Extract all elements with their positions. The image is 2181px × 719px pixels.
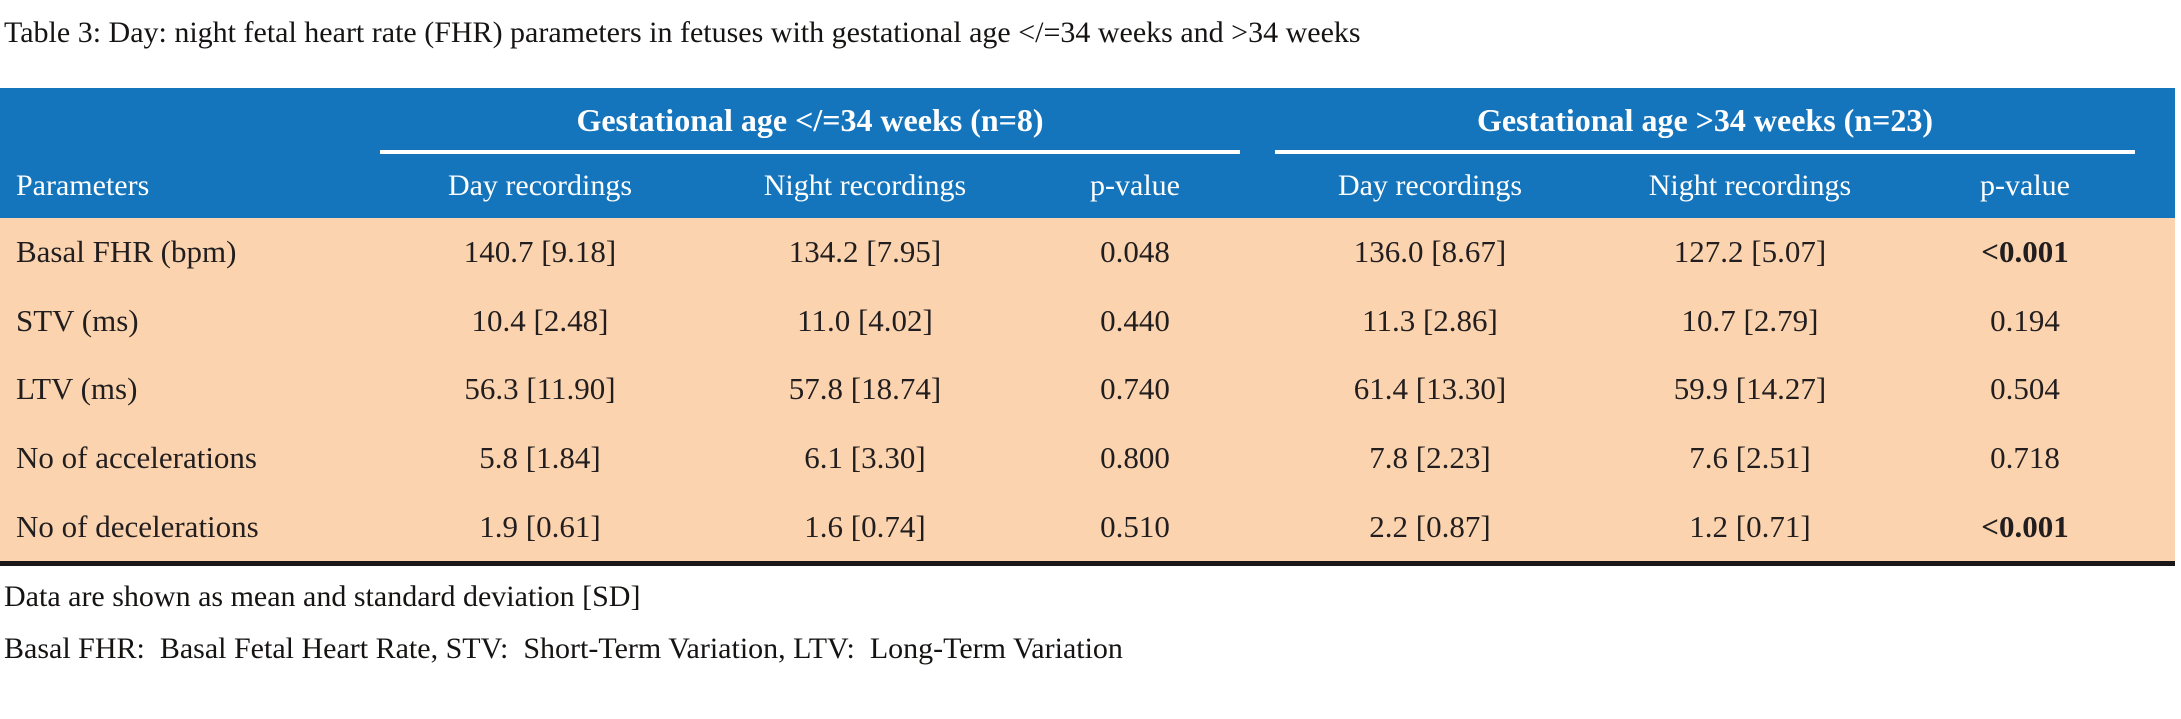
- row-parameter: Basal FHR (bpm): [16, 234, 237, 270]
- g1-night-value: 57.8 [18.74]: [788, 371, 942, 407]
- fhr-parameters-table: Gestational age </=34 weeks (n=8) Gestat…: [0, 88, 2175, 566]
- column-header-parameters: Parameters: [16, 169, 150, 202]
- column-header-g1-day: Day recordings: [447, 169, 633, 202]
- g2-day-value: 7.8 [2.23]: [1369, 440, 1491, 476]
- row-parameter: LTV (ms): [16, 371, 138, 407]
- row-parameter: STV (ms): [16, 302, 139, 338]
- g2-day-value: 61.4 [13.30]: [1353, 371, 1507, 407]
- g2-day-value: 136.0 [8.67]: [1353, 234, 1507, 270]
- table-body: Basal FHR (bpm) 140.7 [9.18] 134.2 [7.95…: [0, 218, 2175, 566]
- column-header-g1-night: Night recordings: [763, 169, 967, 202]
- journal-table-figure: Table 3: Day: night fetal heart rate (FH…: [0, 14, 2181, 719]
- table-row: No of decelerations 1.9 [0.61] 1.6 [0.74…: [0, 492, 2175, 561]
- g1-night-value: 1.6 [0.74]: [804, 508, 926, 544]
- row-parameter: No of decelerations: [16, 508, 259, 544]
- table-footnotes: Data are shown as mean and standard devi…: [4, 576, 2181, 670]
- row-parameter: No of accelerations: [16, 440, 257, 476]
- g2-day-value: 2.2 [0.87]: [1369, 508, 1491, 544]
- column-header-g2-day: Day recordings: [1337, 169, 1523, 202]
- g2-pvalue: <0.001: [1981, 234, 2069, 270]
- g1-night-value: 11.0 [4.02]: [797, 302, 933, 338]
- group-header-gt34-weeks: Gestational age >34 weeks (n=23): [1275, 100, 2135, 154]
- g1-pvalue: 0.440: [1100, 302, 1170, 338]
- column-header-row: Parameters Day recordings Night recordin…: [0, 154, 2175, 218]
- g2-night-value: 59.9 [14.27]: [1673, 371, 1827, 407]
- g2-night-value: 1.2 [0.71]: [1689, 508, 1811, 544]
- footnote-abbreviations: Basal FHR: Basal Fetal Heart Rate, STV: …: [4, 631, 1123, 665]
- g1-night-value: 6.1 [3.30]: [804, 440, 926, 476]
- g1-day-value: 1.9 [0.61]: [479, 508, 601, 544]
- g1-day-value: 56.3 [11.90]: [464, 371, 616, 407]
- g1-pvalue: 0.048: [1100, 234, 1170, 270]
- column-header-g2-pvalue: p-value: [1980, 169, 2070, 202]
- g2-pvalue: 0.718: [1990, 440, 2060, 476]
- g2-night-value: 7.6 [2.51]: [1689, 440, 1811, 476]
- g1-day-value: 10.4 [2.48]: [471, 302, 609, 338]
- g1-day-value: 140.7 [9.18]: [463, 234, 617, 270]
- g2-pvalue: 0.194: [1990, 302, 2060, 338]
- table-row: Basal FHR (bpm) 140.7 [9.18] 134.2 [7.95…: [0, 218, 2175, 287]
- table-row: LTV (ms) 56.3 [11.90] 57.8 [18.74] 0.740…: [0, 355, 2175, 424]
- group-header-le34-weeks: Gestational age </=34 weeks (n=8): [380, 100, 1240, 154]
- g1-day-value: 5.8 [1.84]: [479, 440, 601, 476]
- table-row: No of accelerations 5.8 [1.84] 6.1 [3.30…: [0, 424, 2175, 493]
- g2-pvalue: 0.504: [1990, 371, 2060, 407]
- g2-pvalue: <0.001: [1981, 508, 2069, 544]
- g2-night-value: 127.2 [5.07]: [1673, 234, 1827, 270]
- table-header: Gestational age </=34 weeks (n=8) Gestat…: [0, 88, 2175, 218]
- group-header-row: Gestational age </=34 weeks (n=8) Gestat…: [0, 100, 2175, 154]
- g2-day-value: 11.3 [2.86]: [1362, 302, 1498, 338]
- g1-pvalue: 0.510: [1100, 508, 1170, 544]
- g1-night-value: 134.2 [7.95]: [788, 234, 942, 270]
- table-caption: Table 3: Day: night fetal heart rate (FH…: [4, 16, 1361, 49]
- g1-pvalue: 0.740: [1100, 371, 1170, 407]
- column-header-g2-night: Night recordings: [1648, 169, 1852, 202]
- column-header-g1-pvalue: p-value: [1090, 169, 1180, 202]
- g1-pvalue: 0.800: [1100, 440, 1170, 476]
- footnote-sd: Data are shown as mean and standard devi…: [4, 579, 641, 613]
- table-row: STV (ms) 10.4 [2.48] 11.0 [4.02] 0.440 1…: [0, 287, 2175, 356]
- g2-night-value: 10.7 [2.79]: [1681, 302, 1819, 338]
